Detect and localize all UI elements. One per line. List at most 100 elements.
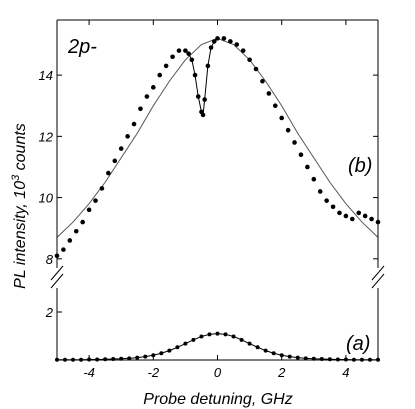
data-point bbox=[324, 198, 329, 203]
data-point bbox=[191, 337, 196, 342]
data-point bbox=[362, 213, 368, 219]
data-point bbox=[215, 331, 220, 336]
y-axis-label-exponent: 3 bbox=[10, 174, 22, 181]
data-point bbox=[271, 351, 276, 356]
data-point bbox=[223, 332, 228, 337]
data-point bbox=[287, 354, 292, 359]
data-point bbox=[183, 48, 188, 53]
data-point bbox=[202, 97, 207, 102]
data-point bbox=[67, 238, 73, 243]
data-point bbox=[199, 334, 204, 339]
data-point bbox=[247, 57, 252, 63]
data-point bbox=[80, 219, 85, 225]
right-axis-break-mark bbox=[371, 273, 385, 289]
data-point bbox=[207, 332, 212, 337]
data-point bbox=[260, 78, 265, 84]
data-point bbox=[231, 334, 236, 339]
data-point bbox=[127, 356, 132, 361]
data-point bbox=[138, 106, 143, 112]
data-point bbox=[200, 112, 206, 118]
data-point bbox=[255, 345, 260, 350]
data-point bbox=[167, 348, 172, 353]
data-point bbox=[175, 345, 180, 350]
data-point bbox=[159, 351, 164, 356]
x-tick-label: 4 bbox=[342, 365, 349, 380]
data-point bbox=[195, 94, 201, 99]
data-point bbox=[208, 45, 214, 50]
left-axis-break-mark bbox=[50, 273, 64, 289]
data-point bbox=[73, 228, 79, 234]
y-axis-label-suffix: counts bbox=[12, 123, 29, 175]
upper-panel bbox=[54, 36, 381, 259]
y-tick-label: 12 bbox=[39, 129, 54, 144]
lower-panel-label: (a) bbox=[346, 333, 370, 355]
data-point bbox=[144, 94, 150, 99]
x-tick-label: 2 bbox=[277, 365, 286, 380]
data-point bbox=[311, 176, 317, 182]
data-point bbox=[240, 48, 246, 53]
data-point bbox=[99, 186, 105, 191]
left-axis-break-mark bbox=[50, 265, 64, 281]
data-point bbox=[356, 210, 362, 216]
data-point bbox=[285, 127, 291, 133]
data-point bbox=[183, 341, 188, 346]
data-point bbox=[215, 36, 220, 41]
dip-line bbox=[185, 38, 218, 117]
upper-panel-label: (b) bbox=[348, 155, 372, 177]
data-point bbox=[343, 213, 349, 219]
data-point bbox=[221, 36, 227, 41]
data-point bbox=[330, 204, 336, 210]
x-tick-label: -4 bbox=[83, 365, 95, 380]
data-point bbox=[112, 158, 118, 164]
y-axis-label: PL intensity, 103 counts bbox=[10, 123, 29, 289]
data-point bbox=[295, 355, 300, 360]
y-axis-label-prefix: PL intensity, 10 bbox=[12, 181, 29, 289]
data-point bbox=[298, 152, 304, 158]
data-point bbox=[103, 357, 108, 362]
data-point bbox=[143, 354, 148, 359]
data-point bbox=[369, 216, 374, 222]
data-point bbox=[211, 39, 217, 44]
x-tick-label: 0 bbox=[214, 365, 222, 380]
data-point bbox=[125, 134, 130, 139]
data-point bbox=[305, 164, 310, 170]
data-point bbox=[234, 42, 240, 47]
data-point bbox=[86, 207, 92, 213]
data-point bbox=[176, 48, 182, 53]
data-point bbox=[192, 72, 198, 78]
y-tick-label: 2 bbox=[45, 305, 54, 320]
y-tick-label: 8 bbox=[46, 252, 54, 267]
data-point bbox=[272, 103, 278, 109]
data-point bbox=[239, 337, 244, 342]
data-point bbox=[186, 51, 191, 56]
data-point bbox=[337, 210, 342, 216]
data-point bbox=[205, 63, 211, 69]
data-point bbox=[118, 146, 124, 151]
axes-frame: -4 -2 0 2 4 8 10 12 14 2 bbox=[39, 19, 385, 380]
data-point bbox=[303, 356, 308, 361]
right-axis-break-mark bbox=[371, 265, 385, 281]
upper-panel-title: 2p- bbox=[67, 36, 97, 58]
data-point bbox=[189, 57, 195, 63]
data-point bbox=[350, 216, 355, 222]
fit-curve bbox=[56, 37, 379, 238]
x-axis-label: Probe detuning, GHz bbox=[143, 391, 292, 408]
data-point bbox=[93, 198, 98, 203]
x-tick-label: -2 bbox=[148, 365, 160, 380]
data-point bbox=[327, 357, 332, 362]
data-point bbox=[131, 121, 137, 127]
data-point bbox=[317, 189, 323, 194]
data-point bbox=[247, 341, 252, 346]
data-point bbox=[292, 140, 297, 145]
y-tick-label: 14 bbox=[39, 68, 53, 83]
data-point bbox=[163, 63, 169, 69]
data-point bbox=[279, 115, 285, 121]
data-point bbox=[263, 348, 268, 353]
data-point bbox=[135, 355, 140, 360]
data-point bbox=[253, 66, 259, 72]
data-point bbox=[157, 72, 163, 78]
y-tick-label: 10 bbox=[39, 191, 54, 206]
data-point bbox=[266, 91, 272, 96]
data-point bbox=[228, 39, 233, 44]
